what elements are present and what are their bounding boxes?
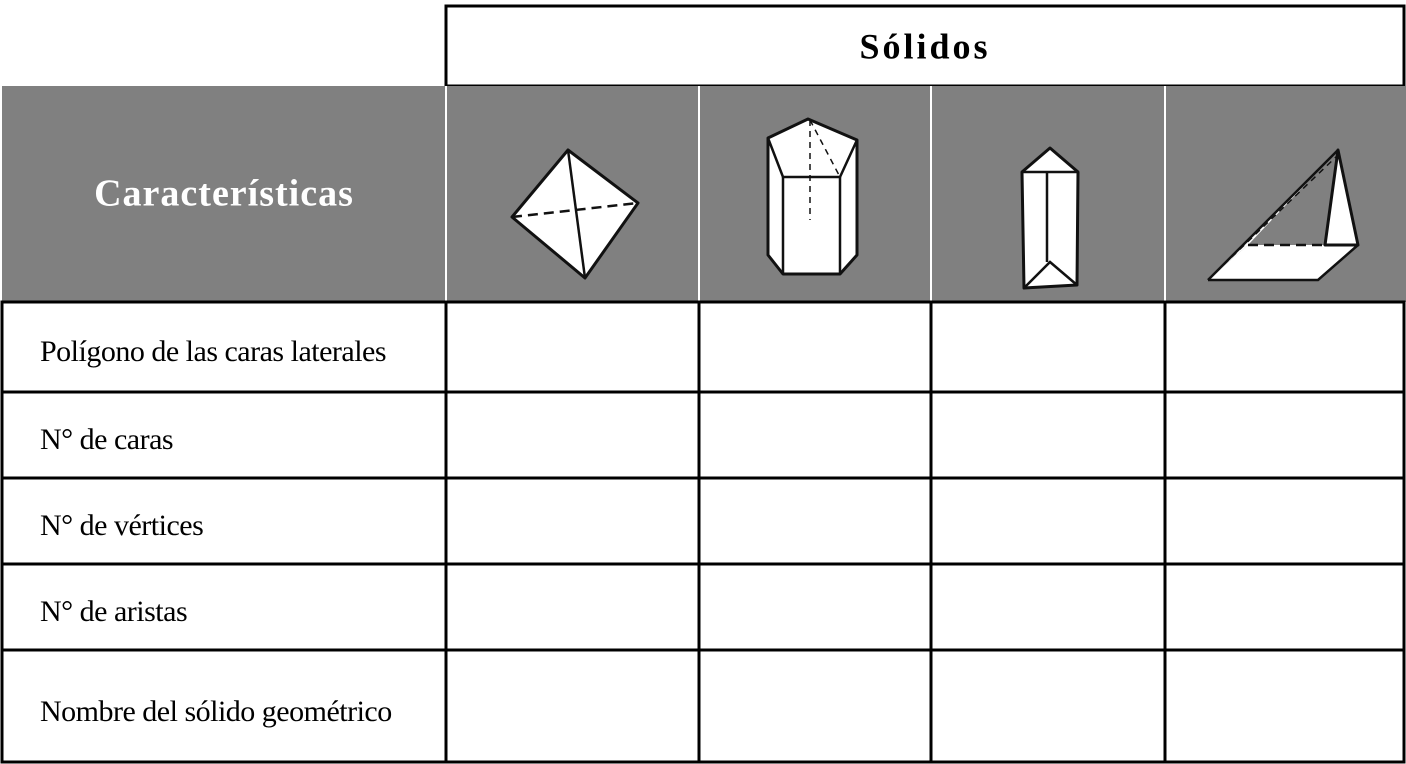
row-label: N° de vértices [40, 509, 203, 542]
row-label: N° de caras [40, 423, 173, 456]
header-row [2, 86, 1406, 302]
pentagonal-prism-icon [766, 117, 859, 276]
corner-label: Características [94, 173, 354, 215]
table-title: Sólidos [859, 26, 990, 66]
table-grid [0, 300, 1406, 764]
tetrahedron-icon [510, 148, 640, 280]
row-label: Nombre del sólido geométrico [40, 695, 392, 728]
row-label: Polígono de las caras laterales [40, 335, 386, 368]
triangular-prism-icon [1020, 146, 1080, 290]
row-label: N° de aristas [40, 595, 187, 628]
pyramid-icon [1207, 148, 1360, 282]
header-dividers [445, 86, 1166, 302]
